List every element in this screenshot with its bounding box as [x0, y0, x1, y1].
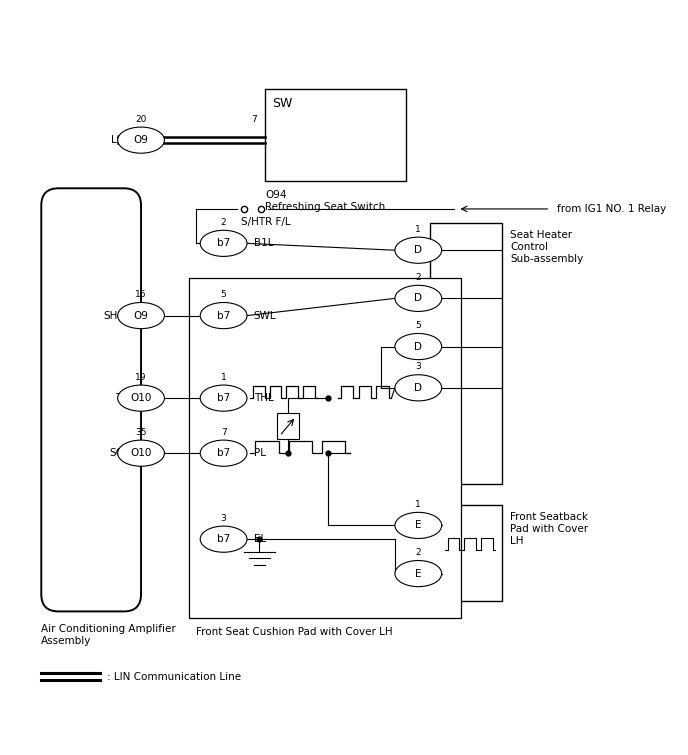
Text: 2: 2 [221, 218, 226, 226]
Text: Pad with Cover: Pad with Cover [510, 524, 589, 534]
Text: 7: 7 [221, 427, 226, 436]
Text: : LIN Communication Line: : LIN Communication Line [107, 672, 241, 682]
Text: b7: b7 [217, 239, 230, 248]
Ellipse shape [200, 526, 247, 552]
Ellipse shape [395, 285, 442, 312]
Text: Front Seat Cushion Pad with Cover LH: Front Seat Cushion Pad with Cover LH [196, 627, 393, 636]
Text: O94: O94 [265, 190, 286, 199]
Text: E: E [415, 520, 422, 531]
Ellipse shape [395, 560, 442, 587]
Text: 3: 3 [221, 513, 226, 522]
Text: 1: 1 [416, 500, 421, 509]
Ellipse shape [118, 127, 164, 153]
Text: 2: 2 [436, 569, 441, 578]
Text: O9: O9 [133, 310, 149, 321]
Ellipse shape [118, 440, 164, 467]
Text: 2: 2 [416, 548, 421, 557]
Text: D: D [414, 383, 422, 393]
Text: O10: O10 [130, 393, 152, 403]
Text: 1: 1 [221, 373, 226, 381]
Text: SWL: SWL [254, 310, 277, 321]
Bar [430, 505, 502, 601]
Text: b7: b7 [217, 393, 230, 403]
Text: 1: 1 [416, 225, 421, 234]
Ellipse shape [200, 303, 247, 328]
Text: O10: O10 [130, 448, 152, 458]
Text: 35: 35 [136, 427, 147, 436]
Text: from IG1 NO. 1 Relay: from IG1 NO. 1 Relay [557, 204, 667, 214]
Bar [265, 88, 406, 181]
Text: TSL: TSL [116, 393, 134, 403]
Text: Refreshing Seat Switch: Refreshing Seat Switch [265, 202, 385, 212]
Text: Sub-assembly: Sub-assembly [510, 254, 583, 264]
Text: D: D [414, 341, 422, 352]
Text: Assembly: Assembly [41, 636, 92, 646]
Text: D: D [414, 245, 422, 255]
Ellipse shape [395, 334, 442, 359]
Text: E: E [415, 569, 422, 578]
Text: 19: 19 [136, 373, 147, 381]
Bar [430, 223, 502, 484]
Bar [277, 412, 299, 439]
Text: 20: 20 [136, 115, 147, 124]
Text: b7: b7 [217, 448, 230, 458]
Text: SHD+: SHD+ [103, 310, 134, 321]
Text: 2: 2 [416, 273, 421, 282]
Text: b7: b7 [217, 310, 230, 321]
Text: SW: SW [272, 97, 292, 109]
Text: Control: Control [510, 242, 548, 252]
Text: Seat Heater: Seat Heater [510, 230, 572, 239]
Text: 3: 3 [416, 362, 421, 371]
Text: O9: O9 [133, 135, 149, 145]
Ellipse shape [395, 237, 442, 263]
Text: Front Seatback: Front Seatback [510, 512, 588, 522]
Bar [189, 278, 461, 618]
FancyBboxPatch shape [41, 188, 141, 612]
Text: LIN1: LIN1 [111, 135, 134, 145]
Ellipse shape [395, 513, 442, 538]
Text: 7: 7 [252, 115, 257, 124]
Text: D: D [414, 294, 422, 304]
Text: SG-4: SG-4 [109, 448, 134, 458]
Text: EL: EL [254, 535, 266, 544]
Ellipse shape [200, 440, 247, 467]
Text: B1L: B1L [254, 239, 273, 248]
Ellipse shape [118, 385, 164, 411]
Text: 5: 5 [221, 290, 226, 299]
Ellipse shape [200, 230, 247, 257]
Text: 5: 5 [416, 321, 421, 330]
Text: S/HTR F/L: S/HTR F/L [241, 217, 290, 227]
Text: b7: b7 [217, 535, 230, 544]
Text: 1: 1 [436, 521, 441, 530]
Ellipse shape [395, 374, 442, 401]
Ellipse shape [200, 385, 247, 411]
Text: LH: LH [510, 537, 524, 547]
Text: Air Conditioning Amplifier: Air Conditioning Amplifier [41, 624, 176, 633]
Text: 16: 16 [136, 290, 147, 299]
Text: PL: PL [254, 448, 266, 458]
Text: THL: THL [254, 393, 274, 403]
Ellipse shape [118, 303, 164, 328]
